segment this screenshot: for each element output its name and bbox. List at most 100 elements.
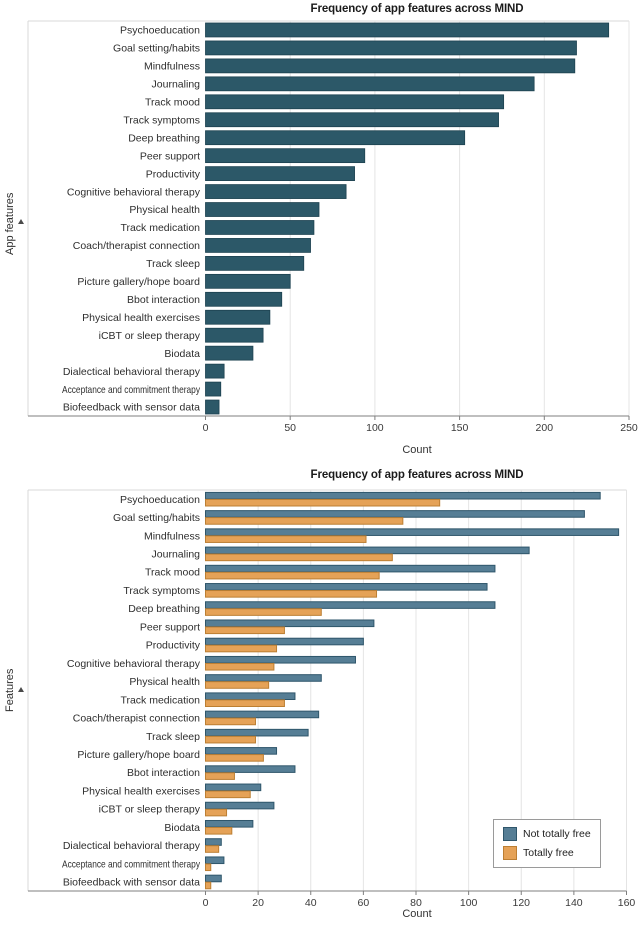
legend-label: Not totally free	[523, 828, 591, 840]
bar-totally-free	[205, 808, 228, 817]
category-label: iCBT or sleep therapy	[99, 330, 201, 342]
bottom-chart: Frequency of app features across MIND Ps…	[0, 466, 639, 932]
category-label: Psychoeducation	[120, 25, 200, 37]
tick-label: 0	[203, 422, 209, 434]
category-label: Goal setting/habits	[113, 512, 200, 524]
category-label: Track mood	[145, 97, 200, 109]
bar	[205, 184, 347, 199]
y-axis-label: Features	[4, 668, 16, 712]
category-label: Coach/therapist connection	[73, 240, 200, 252]
category-label: Deep breathing	[128, 132, 200, 144]
tick-label: 140	[565, 897, 583, 909]
bar-totally-free	[205, 590, 378, 598]
bar	[205, 40, 577, 56]
legend-swatch-totally-free-icon	[503, 846, 517, 860]
bar-not-totally-free	[205, 801, 275, 810]
tick-label: 100	[460, 897, 478, 909]
bar-totally-free	[205, 863, 212, 872]
category-label: Biodata	[164, 348, 200, 360]
bar	[205, 166, 355, 181]
bar-totally-free	[205, 644, 278, 653]
category-label: Physical health	[129, 204, 200, 216]
category-label: Track symptoms	[123, 114, 200, 126]
category-label: Coach/therapist connection	[73, 713, 200, 725]
tick-label: 100	[366, 422, 384, 434]
bar-totally-free	[205, 735, 256, 744]
category-label: Dialectical behavioral therapy	[63, 366, 201, 378]
chart-title: Frequency of app features across MIND	[310, 3, 524, 15]
category-label: Journaling	[152, 79, 201, 91]
bar-chart-top: Psychoeducation Goal setting/habits Mindfu…	[27, 20, 638, 434]
legend-swatch-not-totally-free-icon	[503, 827, 517, 841]
category-label: Picture gallery/hope board	[77, 276, 200, 288]
bar	[205, 22, 610, 38]
category-label: Acceptance and commitment therapy	[62, 858, 201, 870]
category-label: Productivity	[146, 168, 201, 180]
bar-not-totally-free	[205, 819, 254, 828]
tick-label: 0	[203, 897, 209, 909]
tick-label: 150	[451, 422, 469, 434]
bar	[205, 58, 576, 74]
bar-totally-free	[205, 717, 256, 726]
category-label: Peer support	[140, 621, 200, 633]
bar	[205, 309, 271, 325]
bar-not-totally-free	[205, 564, 496, 573]
category-label: Productivity	[146, 640, 201, 652]
bar-totally-free	[205, 535, 367, 543]
bar-not-totally-free	[205, 765, 296, 773]
bar-not-totally-free	[205, 583, 488, 591]
legend: Not totally free Totally free	[493, 819, 601, 868]
category-label: Track sleep	[146, 731, 200, 743]
category-label: Cognitive behavioral therapy	[67, 186, 201, 198]
bar-not-totally-free	[205, 546, 530, 555]
y-axis-arrow-icon	[18, 687, 24, 692]
category-label: Physical health exercises	[82, 312, 200, 324]
bar-totally-free	[205, 754, 264, 762]
bar-totally-free	[205, 662, 275, 671]
category-label: Track symptoms	[123, 585, 200, 597]
bar-not-totally-free	[205, 528, 620, 536]
bar	[205, 202, 320, 217]
bar-not-totally-free	[205, 838, 222, 846]
chart-title: Frequency of app features across MIND	[310, 469, 524, 481]
category-label: Acceptance and commitment therapy	[62, 384, 201, 396]
category-label: Goal setting/habits	[113, 43, 200, 55]
bar	[205, 327, 264, 343]
category-label: Biofeedback with sensor data	[63, 877, 200, 889]
bar-not-totally-free	[205, 491, 601, 500]
bar	[205, 76, 535, 92]
bar-not-totally-free	[205, 747, 278, 755]
bar-totally-free	[205, 845, 220, 853]
x-axis-label: Count	[402, 908, 432, 920]
bar-not-totally-free	[205, 619, 375, 628]
bar-totally-free	[205, 626, 285, 635]
bar	[205, 238, 311, 253]
bar-totally-free	[205, 608, 322, 616]
category-label: Dialectical behavioral therapy	[63, 840, 201, 852]
bar	[205, 363, 225, 379]
bar-totally-free	[205, 553, 393, 562]
category-label: Mindfulness	[144, 530, 200, 542]
bar	[205, 94, 505, 110]
bar-totally-free	[205, 681, 270, 689]
category-label: Biodata	[164, 822, 200, 834]
bar	[205, 130, 466, 146]
category-label: Peer support	[140, 150, 200, 162]
bar	[205, 148, 366, 164]
bar-not-totally-free	[205, 655, 356, 664]
category-label: Physical health	[129, 676, 200, 688]
bar-chart-bottom: Psychoeducation Goal setting/habits Mindfu…	[27, 489, 635, 909]
category-label: Physical health exercises	[82, 785, 200, 797]
legend-item-totally-free: Totally free	[503, 846, 591, 860]
category-label: Bbot interaction	[127, 767, 200, 779]
bar-not-totally-free	[205, 856, 225, 865]
category-label: Track sleep	[146, 258, 200, 270]
category-label: Bbot interaction	[127, 294, 200, 306]
category-label: Cognitive behavioral therapy	[67, 658, 201, 670]
bar	[205, 345, 254, 361]
bar-not-totally-free	[205, 874, 222, 883]
category-label: Track medication	[120, 222, 200, 234]
tick-label: 40	[305, 897, 317, 909]
bar	[205, 256, 305, 271]
